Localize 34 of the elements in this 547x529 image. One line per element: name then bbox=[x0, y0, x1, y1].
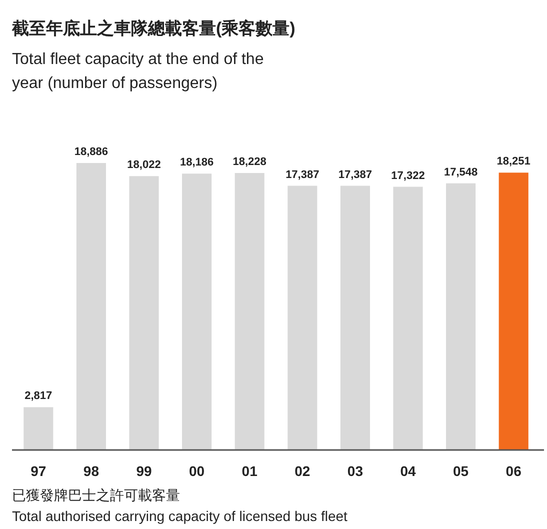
bar bbox=[340, 186, 370, 450]
data-label: 18,186 bbox=[180, 156, 214, 169]
data-label: 17,387 bbox=[286, 168, 320, 181]
x-tick-label: 00 bbox=[189, 463, 205, 479]
x-tick-label: 03 bbox=[347, 463, 364, 479]
bar bbox=[182, 174, 212, 450]
x-tick-label: 99 bbox=[136, 463, 152, 479]
chart-title: 截至年底止之車隊總載客量(乘客數量) bbox=[11, 19, 296, 38]
x-tick-label: 98 bbox=[83, 463, 100, 479]
data-label: 2,817 bbox=[24, 390, 52, 402]
bar bbox=[446, 183, 476, 450]
data-label: 17,548 bbox=[444, 166, 478, 178]
chart-subtitle: Total fleet capacity at the end of the year (number of passengers) bbox=[12, 51, 264, 92]
x-tick-label: 02 bbox=[294, 463, 310, 479]
bar bbox=[288, 186, 318, 450]
data-label: 17,387 bbox=[338, 168, 372, 181]
x-tick-label: 97 bbox=[30, 463, 46, 479]
bar bbox=[24, 407, 54, 450]
bar bbox=[393, 186, 423, 450]
x-tick-label: 05 bbox=[453, 463, 469, 479]
bar bbox=[234, 173, 264, 450]
x-tick-label: 01 bbox=[242, 463, 258, 479]
data-label: 17,322 bbox=[391, 170, 425, 182]
data-label: 18,228 bbox=[232, 156, 266, 168]
text: Total authorised carrying capacity of licensed bus fleet bbox=[12, 508, 348, 524]
data-label: 18,886 bbox=[74, 146, 108, 158]
bar bbox=[498, 172, 528, 450]
text: 已獲發牌巴士之許可載客量 bbox=[12, 487, 180, 503]
data-label: 18,022 bbox=[127, 159, 161, 172]
bar bbox=[76, 163, 106, 450]
x-tick-label: 04 bbox=[400, 463, 416, 479]
x-tick-label: 06 bbox=[506, 463, 522, 479]
bar bbox=[129, 176, 159, 450]
data-label: 18,251 bbox=[496, 156, 530, 168]
